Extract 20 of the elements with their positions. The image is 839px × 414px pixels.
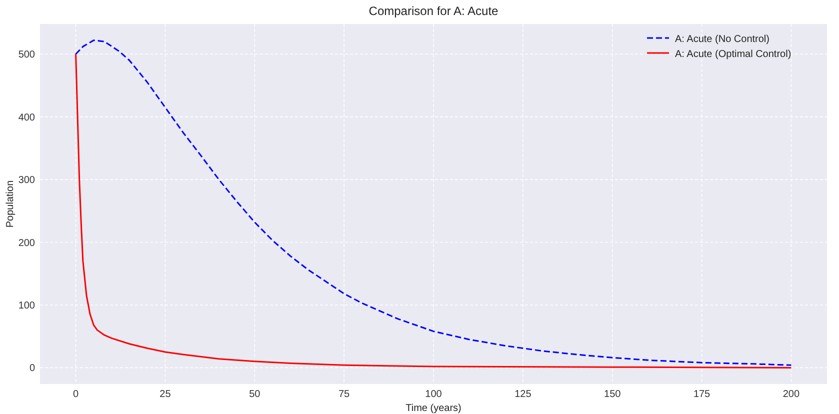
x-tick-label: 50 — [249, 389, 261, 400]
y-tick-label: 400 — [18, 112, 36, 124]
legend-label: A: Acute (Optimal Control) — [675, 49, 792, 60]
y-tick-label: 200 — [18, 238, 36, 249]
y-axis-title: Population — [5, 180, 16, 228]
x-tick-label: 100 — [425, 389, 442, 400]
x-tick-label: 150 — [604, 389, 622, 400]
legend-label: A: Acute (No Control) — [675, 34, 770, 45]
x-tick-label: 75 — [338, 389, 350, 400]
chart-title: Comparison for A: Acute — [368, 4, 499, 18]
x-axis-title: Time (years) — [406, 403, 462, 414]
y-tick-label: 500 — [18, 50, 36, 61]
y-tick-label: 100 — [18, 300, 36, 312]
x-tick-label: 125 — [514, 389, 532, 400]
x-tick-label: 200 — [782, 389, 800, 400]
y-tick-label: 300 — [18, 175, 36, 186]
x-tick-label: 0 — [72, 389, 79, 400]
x-tick-label: 25 — [160, 389, 172, 400]
x-tick-label: 175 — [693, 389, 711, 400]
y-tick-label: 0 — [29, 363, 36, 374]
